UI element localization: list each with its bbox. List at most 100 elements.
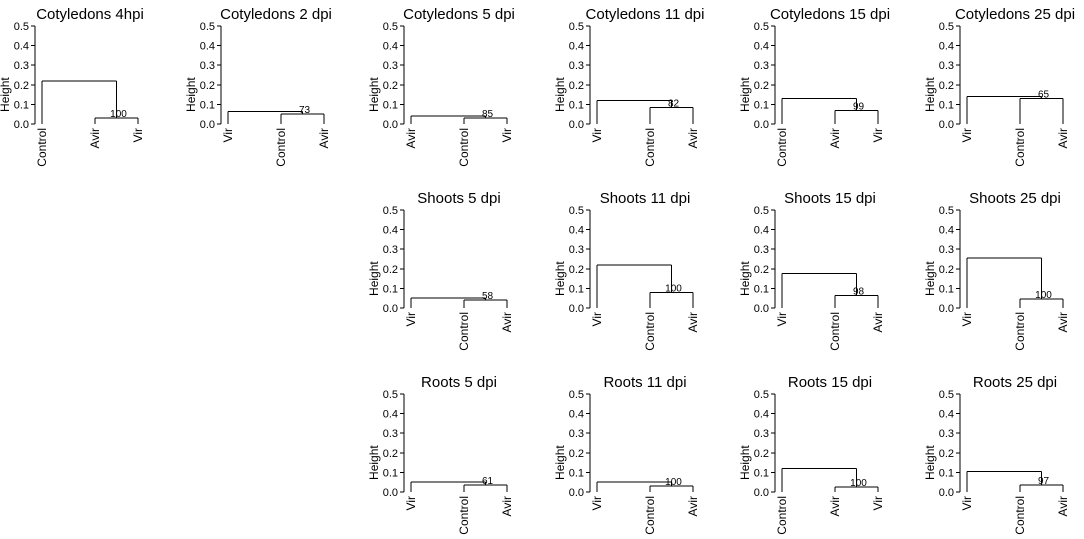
leaf-label-vir: Vir — [960, 312, 974, 326]
y-tick-label: 0.4 — [569, 409, 584, 421]
bootstrap-value-label: 100 — [1035, 290, 1052, 301]
y-axis-title: Height — [923, 261, 937, 296]
y-tick-label: 0.0 — [569, 303, 584, 315]
bootstrap-value-label: 100 — [850, 478, 867, 489]
leaf-label-vir: Vir — [500, 128, 514, 142]
leaf-label-avir: Avir — [317, 128, 331, 148]
leaf-label-control: Control — [1013, 312, 1027, 351]
y-tick-label: 0.4 — [754, 225, 769, 237]
y-tick-label: 0.0 — [383, 487, 398, 499]
leaf-label-control: Control — [274, 128, 288, 167]
leaf-label-avir: Avir — [828, 496, 842, 516]
panel-shoots-25-dpi: Shoots 25 dpi 0.0 0.1 0.2 0.3 0.4 0.5 Height 100… — [923, 190, 1070, 351]
y-tick-label: 0.5 — [754, 21, 769, 33]
y-tick-label: 0.3 — [383, 244, 398, 256]
y-tick-label: 0.3 — [569, 428, 584, 440]
y-tick-label: 0.4 — [939, 41, 954, 53]
y-tick-label: 0.0 — [754, 303, 769, 315]
leaf-label-control: Control — [457, 312, 471, 351]
leaf-label-control: Control — [643, 312, 657, 351]
y-tick-label: 0.0 — [754, 119, 769, 131]
y-tick-label: 0.2 — [383, 448, 398, 460]
y-tick-label: 0.2 — [200, 80, 215, 92]
y-tick-label: 0.1 — [939, 467, 954, 479]
y-tick-label: 0.3 — [939, 428, 954, 440]
leaf-label-avir: Avir — [828, 128, 842, 148]
bootstrap-value-label: 99 — [853, 101, 865, 112]
y-tick-label: 0.2 — [569, 264, 584, 276]
leaf-label-vir: Vir — [871, 496, 885, 510]
y-tick-label: 0.2 — [14, 80, 29, 92]
y-tick-label: 0.3 — [754, 60, 769, 72]
y-tick-label: 0.3 — [569, 60, 584, 72]
y-tick-label: 0.3 — [383, 60, 398, 72]
y-axis-title: Height — [0, 77, 12, 112]
leaf-label-vir: Vir — [775, 312, 789, 326]
leaf-label-vir: Vir — [590, 128, 604, 142]
y-tick-label: 0.0 — [14, 119, 29, 131]
panel-roots-5-dpi: Roots 5 dpi 0.0 0.1 0.2 0.3 0.4 0.5 Height 61 Vir… — [367, 374, 514, 535]
y-axis-title: Height — [367, 261, 381, 296]
panel-title: Cotyledons 11 dpi — [586, 6, 705, 23]
bootstrap-value-label: 61 — [482, 476, 494, 487]
y-tick-label: 0.4 — [383, 409, 398, 421]
leaf-label-vir: Vir — [590, 312, 604, 326]
y-tick-label: 0.4 — [569, 41, 584, 53]
leaf-label-vir: Vir — [221, 128, 235, 142]
y-tick-label: 0.5 — [200, 21, 215, 33]
y-axis-title: Height — [923, 77, 937, 112]
bootstrap-value-label: 58 — [482, 291, 494, 302]
y-tick-label: 0.5 — [383, 21, 398, 33]
bootstrap-value-label: 100 — [665, 283, 682, 294]
y-tick-label: 0.5 — [383, 205, 398, 217]
y-tick-label: 0.0 — [569, 119, 584, 131]
panel-shoots-15-dpi: Shoots 15 dpi 0.0 0.1 0.2 0.3 0.4 0.5 Height 98 V… — [738, 190, 885, 351]
panel-title: Cotyledons 2 dpi — [220, 6, 332, 23]
leaf-label-avir: Avir — [1056, 128, 1070, 148]
y-tick-label: 0.5 — [383, 389, 398, 401]
y-axis-title: Height — [367, 77, 381, 112]
y-axis-title: Height — [367, 445, 381, 480]
bootstrap-value-label: 97 — [1038, 476, 1050, 487]
y-tick-label: 0.1 — [754, 283, 769, 295]
y-tick-label: 0.0 — [383, 303, 398, 315]
panel-title: Cotyledons 25 dpi — [955, 6, 1075, 23]
y-tick-label: 0.3 — [569, 244, 584, 256]
bootstrap-value-label: 85 — [482, 109, 494, 120]
leaf-label-avir: Avir — [1056, 312, 1070, 332]
y-tick-label: 0.1 — [200, 99, 215, 111]
leaf-label-vir: Vir — [404, 496, 418, 510]
leaf-label-avir: Avir — [88, 128, 102, 148]
leaf-label-avir: Avir — [871, 312, 885, 332]
bootstrap-value-label: 100 — [665, 477, 682, 488]
y-tick-label: 0.5 — [14, 21, 29, 33]
panel-title: Shoots 15 dpi — [784, 190, 876, 207]
panel-shoots-11-dpi: Shoots 11 dpi 0.0 0.1 0.2 0.3 0.4 0.5 Height 100… — [553, 190, 700, 351]
leaf-label-avir: Avir — [686, 496, 700, 516]
panel-cotyledons-11-dpi: Cotyledons 11 dpi 0.0 0.1 0.2 0.3 0.4 0.5 Heigh… — [553, 6, 704, 167]
y-tick-label: 0.0 — [569, 487, 584, 499]
y-tick-label: 0.2 — [754, 448, 769, 460]
y-tick-label: 0.1 — [383, 283, 398, 295]
y-axis-title: Height — [738, 261, 752, 296]
panel-roots-15-dpi: Roots 15 dpi 0.0 0.1 0.2 0.3 0.4 0.5 Height 100 C… — [738, 374, 885, 535]
y-tick-label: 0.3 — [200, 60, 215, 72]
y-tick-label: 0.3 — [383, 428, 398, 440]
y-tick-label: 0.4 — [754, 41, 769, 53]
leaf-label-avir: Avir — [686, 128, 700, 148]
panel-roots-25-dpi: Roots 25 dpi 0.0 0.1 0.2 0.3 0.4 0.5 Height 97 Vi… — [923, 374, 1070, 535]
y-tick-label: 0.2 — [939, 264, 954, 276]
y-axis-title: Height — [553, 445, 567, 480]
y-tick-label: 0.0 — [939, 487, 954, 499]
panel-title: Shoots 5 dpi — [417, 190, 500, 207]
panel-cotyledons-15-dpi: Cotyledons 15 dpi 0.0 0.1 0.2 0.3 0.4 0.5 Heigh… — [738, 6, 890, 167]
y-tick-label: 0.4 — [383, 41, 398, 53]
y-axis-title: Height — [738, 77, 752, 112]
y-axis-title: Height — [553, 261, 567, 296]
y-tick-label: 0.0 — [939, 119, 954, 131]
leaf-label-vir: Vir — [960, 128, 974, 142]
y-tick-label: 0.1 — [939, 99, 954, 111]
leaf-label-control: Control — [1013, 128, 1027, 167]
y-tick-label: 0.5 — [754, 389, 769, 401]
